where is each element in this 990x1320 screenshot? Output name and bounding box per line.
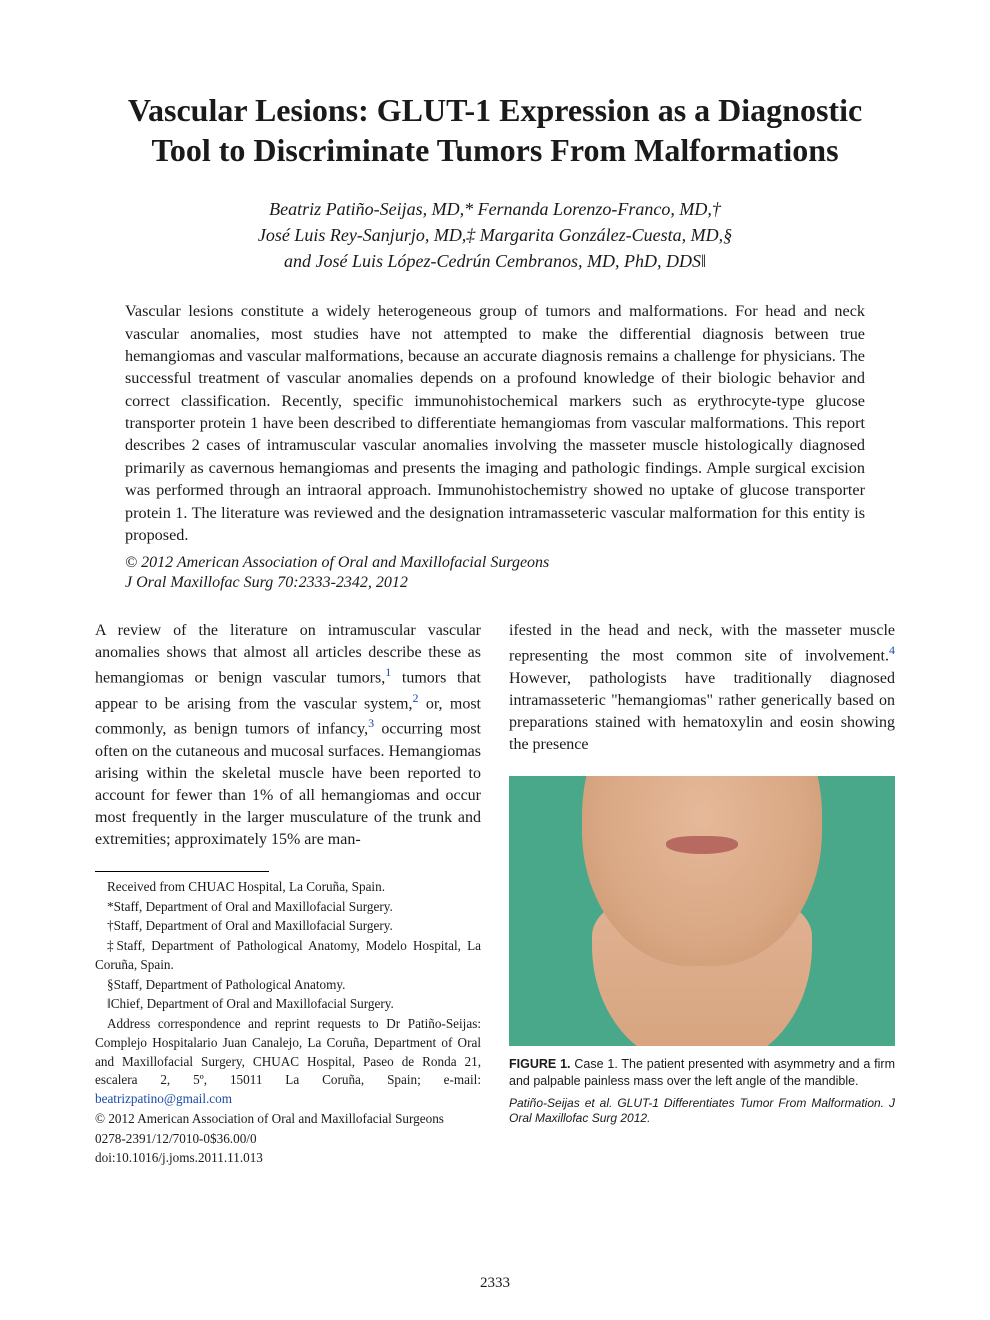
- figure-lips-shape: [666, 836, 738, 854]
- article-title: Vascular Lesions: GLUT-1 Expression as a…: [95, 90, 895, 170]
- footnote-affiliation: §Staff, Department of Pathological Anato…: [95, 976, 481, 995]
- body-paragraph: A review of the literature on intramuscu…: [95, 620, 481, 851]
- footnote-issn: 0278-2391/12/7010-0$36.00/0: [95, 1130, 481, 1149]
- footnote-affiliation: ‖Chief, Department of Oral and Maxillofa…: [95, 995, 481, 1014]
- citation-ref[interactable]: 4: [889, 643, 895, 657]
- footnote-affiliation: †Staff, Department of Oral and Maxillofa…: [95, 917, 481, 936]
- figure-label: FIGURE 1.: [509, 1057, 571, 1071]
- body-text-run: occurring most often on the cutaneous an…: [95, 721, 481, 848]
- footnote-copyright: © 2012 American Association of Oral and …: [95, 1110, 481, 1129]
- page-number: 2333: [0, 1275, 990, 1292]
- footnote-divider: [95, 871, 269, 872]
- body-text-run: ifested in the head and neck, with the m…: [509, 622, 895, 664]
- left-column: A review of the literature on intramuscu…: [95, 620, 481, 1169]
- figure-1-image: [509, 776, 895, 1046]
- journal-citation: J Oral Maxillofac Surg 70:2333-2342, 201…: [125, 574, 865, 592]
- author-line: and José Luis López-Cedrún Cembranos, MD…: [95, 248, 895, 274]
- right-column: ifested in the head and neck, with the m…: [509, 620, 895, 1169]
- footnote-affiliation: ‡Staff, Department of Pathological Anato…: [95, 937, 481, 974]
- abstract-text: Vascular lesions constitute a widely het…: [125, 300, 865, 546]
- author-block: Beatriz Patiño-Seijas, MD,* Fernanda Lor…: [95, 196, 895, 274]
- author-line: José Luis Rey-Sanjurjo, MD,‡ Margarita G…: [95, 222, 895, 248]
- footnote-correspondence: Address correspondence and reprint reque…: [95, 1015, 481, 1109]
- copyright-line: © 2012 American Association of Oral and …: [125, 554, 865, 572]
- body-text-run: However, pathologists have traditionally…: [509, 670, 895, 753]
- author-line: Beatriz Patiño-Seijas, MD,* Fernanda Lor…: [95, 196, 895, 222]
- footnote-received: Received from CHUAC Hospital, La Coruña,…: [95, 878, 481, 897]
- footnote-doi: doi:10.1016/j.joms.2011.11.013: [95, 1149, 481, 1168]
- footnotes-block: Received from CHUAC Hospital, La Coruña,…: [95, 878, 481, 1168]
- figure-1-credit: Patiño-Seijas et al. GLUT-1 Differentiat…: [509, 1096, 895, 1127]
- footnote-affiliation: *Staff, Department of Oral and Maxillofa…: [95, 898, 481, 917]
- figure-1-caption: FIGURE 1. Case 1. The patient presented …: [509, 1056, 895, 1090]
- correspondence-text: Address correspondence and reprint reque…: [95, 1016, 481, 1087]
- body-columns: A review of the literature on intramuscu…: [95, 620, 895, 1169]
- correspondence-email[interactable]: beatrizpatino@gmail.com: [95, 1091, 232, 1106]
- body-paragraph: ifested in the head and neck, with the m…: [509, 620, 895, 756]
